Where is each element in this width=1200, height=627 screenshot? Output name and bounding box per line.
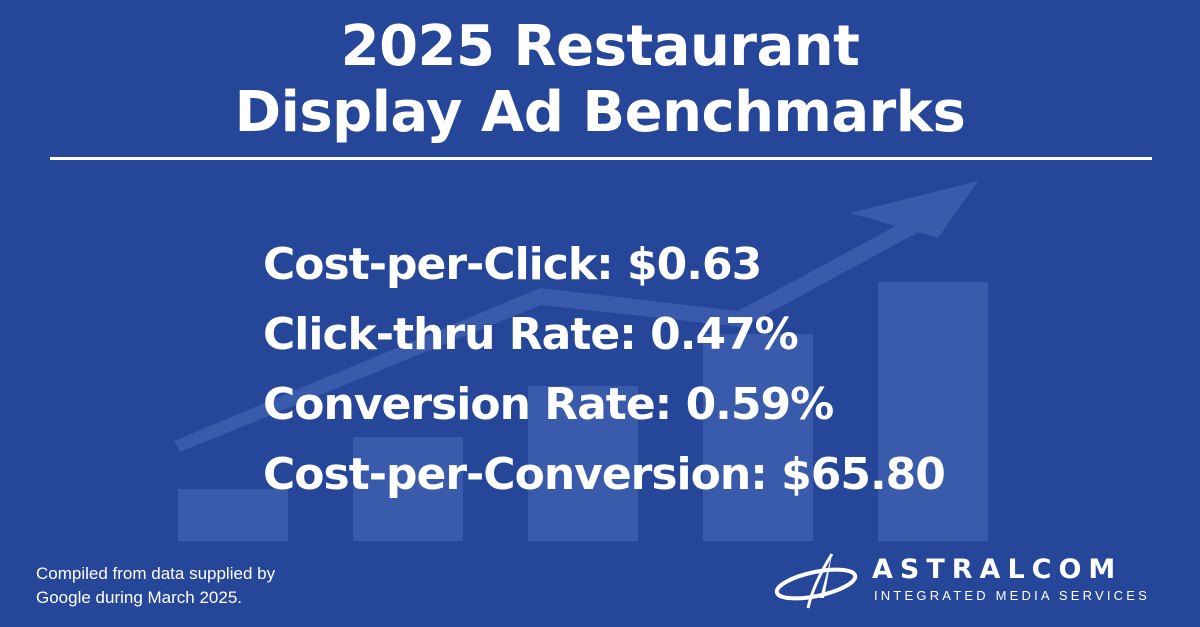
trend-arrow-head — [850, 181, 978, 238]
source-footnote: Compiled from data supplied by Google du… — [36, 562, 275, 610]
astralcom-logo: ASTRALCOM INTEGRATED MEDIA SERVICES — [772, 548, 1172, 614]
title-divider — [50, 157, 1152, 160]
background-bar-5 — [878, 282, 988, 541]
footnote-line-1: Compiled from data supplied by — [36, 564, 276, 583]
stat-conversion-rate: Conversion Rate: 0.59% — [263, 379, 834, 430]
background-bar-3 — [528, 386, 638, 541]
title-line-1: 2025 Restaurant — [340, 14, 860, 79]
background-bar-4 — [703, 334, 813, 541]
title-line-2: Display Ad Benchmarks — [234, 80, 966, 145]
page-title: 2025 Restaurant Display Ad Benchmarks — [0, 14, 1200, 146]
stat-cost-per-conversion: Cost-per-Conversion: $65.80 — [263, 449, 946, 500]
background-bar-2 — [353, 437, 463, 541]
stat-click-thru-rate: Click-thru Rate: 0.47% — [263, 309, 799, 360]
benchmark-list: Cost-per-Click: $0.63 Click-thru Rate: 0… — [263, 230, 946, 510]
orbit-star-icon — [774, 553, 858, 609]
logo-wordmark: ASTRALCOM — [872, 554, 1123, 585]
background-bar-1 — [178, 489, 288, 541]
stat-cost-per-click: Cost-per-Click: $0.63 — [263, 239, 762, 290]
footnote-line-2: Google during March 2025. — [36, 588, 243, 607]
logo-tagline: INTEGRATED MEDIA SERVICES — [874, 588, 1151, 603]
